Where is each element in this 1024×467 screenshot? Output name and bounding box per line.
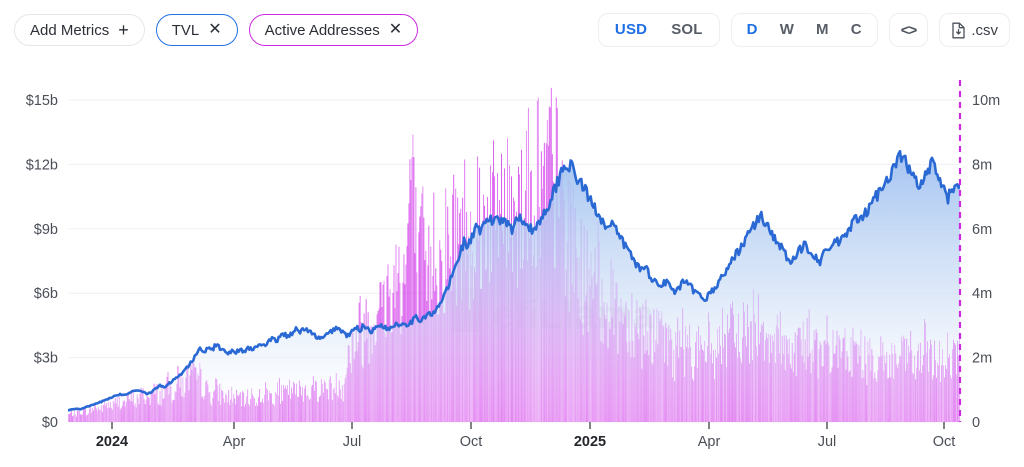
svg-text:$3b: $3b (34, 351, 58, 367)
right-axis-labels: 0 2m 4m 6m 8m 10m (972, 93, 1000, 431)
svg-text:$6b: $6b (34, 286, 58, 302)
metric-chip-active-addresses-label: Active Addresses (264, 21, 380, 39)
svg-text:6m: 6m (972, 222, 992, 238)
metric-chip-active-addresses[interactable]: Active Addresses ✕ (248, 14, 419, 46)
svg-text:2024: 2024 (96, 434, 128, 450)
chart-container[interactable]: efiLlama $0$3b$6b$9b$12b$15b 02m4m6m8m10… (0, 60, 1024, 467)
svg-text:Apr: Apr (223, 434, 246, 450)
svg-text:$15b: $15b (26, 93, 58, 109)
plus-icon: + (118, 20, 129, 40)
toolbar-left-group: Add Metrics + TVL ✕ Active Addresses ✕ (14, 14, 419, 46)
chart-toolbar: Add Metrics + TVL ✕ Active Addresses ✕ U… (0, 0, 1024, 60)
currency-option-sol[interactable]: SOL (671, 21, 703, 38)
svg-text:2025: 2025 (574, 434, 606, 450)
tvl-active-addresses-chart[interactable]: efiLlama $0$3b$6b$9b$12b$15b 02m4m6m8m10… (0, 60, 1024, 467)
svg-text:$9b: $9b (34, 222, 58, 238)
interval-toggle[interactable]: D W M C (730, 13, 878, 47)
interval-option-month[interactable]: M (816, 21, 829, 38)
close-icon[interactable]: ✕ (388, 21, 403, 38)
svg-text:$12b: $12b (26, 157, 58, 173)
currency-option-usd[interactable]: USD (614, 21, 648, 38)
metric-chip-tvl-label: TVL (171, 21, 200, 39)
svg-text:Apr: Apr (698, 434, 721, 450)
code-icon: <> (900, 21, 918, 39)
download-file-icon (951, 22, 966, 39)
embed-code-button[interactable]: <> (888, 13, 929, 47)
svg-text:10m: 10m (972, 93, 1000, 109)
svg-text:4m: 4m (972, 286, 992, 302)
toolbar-right-group: USD SOL D W M C <> .csv (597, 13, 1010, 47)
interval-option-cumulative[interactable]: C (850, 21, 862, 38)
tvl-area-series (68, 149, 960, 422)
download-csv-button[interactable]: .csv (939, 13, 1010, 47)
interval-option-week[interactable]: W (779, 21, 795, 38)
x-axis-labels: 2024 Apr Jul Oct 2025 Apr Jul Oct (96, 422, 955, 450)
currency-toggle[interactable]: USD SOL (597, 13, 720, 47)
interval-option-day[interactable]: D (746, 21, 758, 38)
close-icon[interactable]: ✕ (208, 21, 222, 38)
svg-text:Oct: Oct (460, 434, 483, 450)
svg-text:Jul: Jul (818, 434, 837, 450)
svg-text:2m: 2m (972, 351, 992, 367)
svg-text:$0: $0 (42, 415, 58, 431)
add-metrics-label: Add Metrics (30, 21, 110, 39)
svg-text:0: 0 (972, 415, 980, 431)
svg-text:Jul: Jul (343, 434, 362, 450)
metric-chip-tvl[interactable]: TVL ✕ (155, 14, 238, 46)
svg-text:Oct: Oct (933, 434, 956, 450)
add-metrics-button[interactable]: Add Metrics + (14, 14, 145, 46)
left-axis-labels: $0 $3b $6b $9b $12b $15b (26, 93, 58, 431)
svg-text:8m: 8m (972, 157, 992, 173)
download-csv-label: .csv (971, 21, 998, 39)
